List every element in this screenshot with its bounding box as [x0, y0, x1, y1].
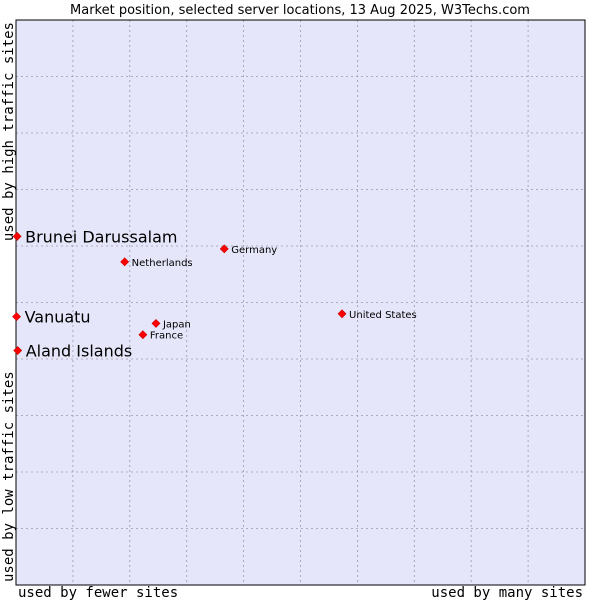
data-point-marker	[151, 318, 161, 328]
data-point-label: Netherlands	[132, 258, 193, 269]
y-axis-label-low: used by low traffic sites	[1, 371, 17, 582]
data-point-marker	[219, 244, 229, 254]
plot-border	[15, 19, 586, 586]
data-point-marker	[138, 330, 148, 340]
data-point-marker	[12, 312, 21, 322]
data-point-marker	[13, 346, 23, 355]
data-point-label: United States	[349, 310, 417, 321]
data-point-label: Vanuatu	[25, 308, 91, 327]
data-point-label: Germany	[231, 245, 277, 256]
data-point-marker	[337, 309, 347, 319]
data-point-marker	[12, 231, 22, 241]
chart-title: Market position, selected server locatio…	[70, 3, 530, 18]
grid	[16, 20, 585, 585]
x-axis-label-low: used by fewer sites	[18, 585, 178, 600]
data-point-label: France	[150, 331, 183, 342]
data-points: Brunei Darussalam Vanuatu Aland Islands Ger…	[12, 227, 417, 361]
data-point-label: Japan	[162, 319, 191, 330]
data-point-label: Brunei Darussalam	[25, 227, 177, 246]
x-axis-label-high: used by many sites	[431, 585, 583, 600]
y-axis-label-high: used by high traffic sites	[1, 22, 17, 241]
data-point-marker	[120, 257, 130, 267]
data-point-label: Aland Islands	[26, 342, 133, 361]
